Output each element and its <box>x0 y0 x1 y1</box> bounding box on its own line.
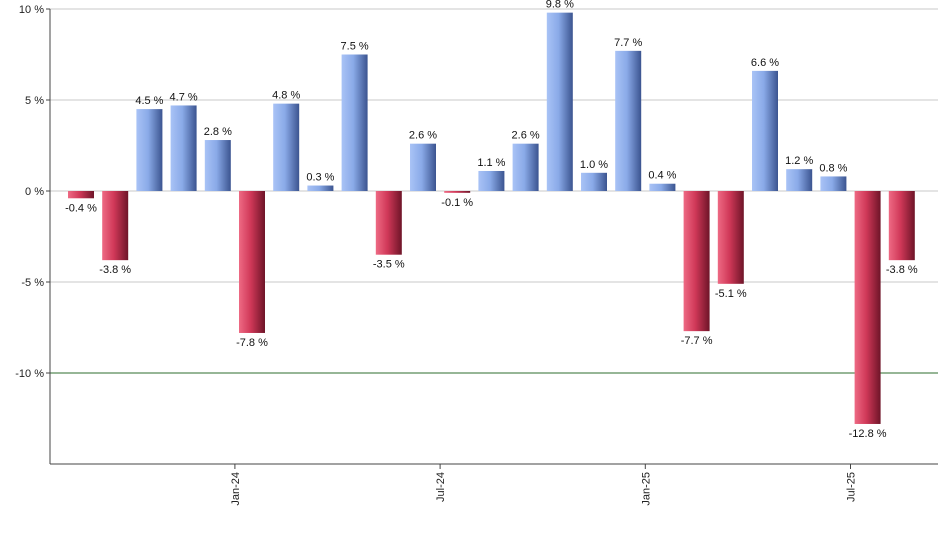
bar <box>512 143 539 191</box>
bar-value-label: 7.7 % <box>614 37 642 49</box>
axes: 10 % 5 % 0 % -5 % -10 % Jan-24 Jul-24 Jan-25 Jul… <box>15 4 938 506</box>
y-tick-label: -10 % <box>15 368 44 380</box>
bar <box>649 183 676 191</box>
bar <box>273 103 300 191</box>
x-tick-label: Jul-24 <box>435 472 447 502</box>
bar <box>615 50 642 191</box>
bar <box>102 191 129 261</box>
bar-value-label: -3.8 % <box>99 264 131 276</box>
bar-value-label: -5.1 % <box>715 288 747 300</box>
bars <box>68 12 915 424</box>
bar-value-label: 1.0 % <box>580 159 608 171</box>
bar-value-label: -12.8 % <box>849 428 887 440</box>
bar <box>581 172 607 191</box>
bar <box>204 140 231 191</box>
bar <box>478 170 505 191</box>
x-tick-label: Jan-24 <box>230 472 242 506</box>
bar-value-label: 0.3 % <box>306 172 334 184</box>
bar <box>546 12 573 192</box>
bar-value-label: 7.5 % <box>341 41 369 53</box>
y-tick-label: 0 % <box>25 186 44 198</box>
bar-value-label: 4.5 % <box>135 95 163 107</box>
bar-value-label: 1.1 % <box>477 157 505 169</box>
bar-value-label: 1.2 % <box>785 155 813 167</box>
bar-value-label: 4.8 % <box>272 90 300 102</box>
x-tick-label: Jul-25 <box>846 472 858 502</box>
y-tick-label: -5 % <box>21 277 44 289</box>
bar-value-label: -3.5 % <box>373 259 405 271</box>
bar <box>717 191 744 284</box>
bar <box>786 169 813 191</box>
y-tick-label: 10 % <box>19 4 44 16</box>
bar-value-label: 2.8 % <box>204 126 232 138</box>
bar <box>239 191 265 333</box>
bar <box>752 70 778 191</box>
bar <box>444 191 471 193</box>
bar-value-label: 0.8 % <box>819 162 847 174</box>
bar <box>68 191 94 199</box>
bar <box>410 143 436 191</box>
bar <box>854 191 881 424</box>
bar <box>375 191 402 255</box>
data-labels: -0.4 % -3.8 % 4.5 % 4.7 % 2.8 % -7.8 % 4.8 % 0.… <box>65 0 918 440</box>
bar-value-label: 6.6 % <box>751 57 779 69</box>
bar-value-label: -7.8 % <box>236 337 268 349</box>
bar <box>170 105 197 191</box>
bar-value-label: -0.1 % <box>441 197 473 209</box>
bar <box>136 109 163 191</box>
bar <box>820 176 847 191</box>
bar-value-label: -3.8 % <box>886 264 918 276</box>
y-tick-label: 5 % <box>25 95 44 107</box>
bar-value-label: 0.4 % <box>648 170 676 182</box>
bar-value-label: 2.6 % <box>512 130 540 142</box>
bar-value-label: -7.7 % <box>681 335 713 347</box>
x-tick-label: Jan-25 <box>640 472 652 506</box>
bar <box>888 191 915 261</box>
bar <box>307 185 334 191</box>
bar-value-label: 4.7 % <box>170 91 198 103</box>
bar-value-label: 2.6 % <box>409 130 437 142</box>
bar <box>341 54 368 191</box>
bar-value-label: 9.8 % <box>546 0 574 11</box>
bar-value-label: -0.4 % <box>65 202 97 214</box>
bar <box>683 191 710 332</box>
